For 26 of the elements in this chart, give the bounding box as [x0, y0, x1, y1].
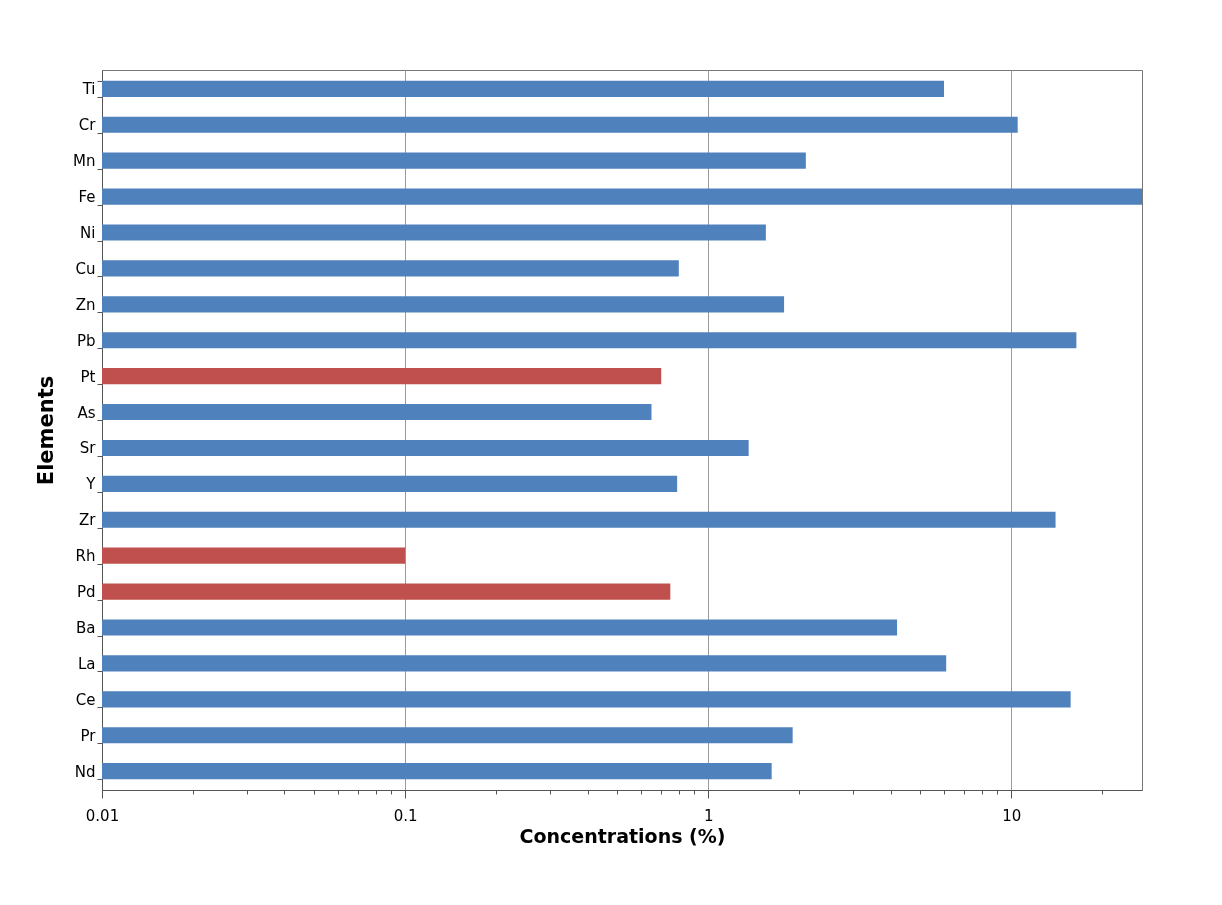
y-tick-label: Ba	[76, 619, 96, 638]
y-tick-label: Zr	[79, 511, 97, 530]
y-tick-label: Zn	[75, 295, 96, 314]
y-tick-label: Rh	[75, 547, 96, 566]
x-axis-title: Concentrations (%)	[519, 824, 726, 847]
x-tick-label: 1	[703, 806, 714, 825]
y-tick-label: Ti	[81, 80, 96, 99]
y-tick-label: Pr	[80, 726, 97, 745]
y-tick-label: Pt	[80, 367, 96, 386]
y-tick-label: Mn	[73, 152, 96, 171]
y-tick-label: Pb	[76, 331, 96, 350]
y-tick-label: Cr	[78, 116, 97, 135]
y-tick-label: Y	[85, 475, 97, 494]
y-tick-label: Fe	[78, 188, 96, 207]
y-tick-label: La	[77, 654, 96, 673]
y-tick-label: Ce	[75, 690, 96, 709]
y-tick-label: Cu	[75, 259, 96, 278]
y-tick-label: Ni	[80, 223, 96, 242]
y-axis-title: Elements	[34, 375, 59, 486]
x-tick-label: 0.1	[393, 806, 418, 825]
y-tick-label: As	[77, 403, 96, 422]
x-tick-label: 10	[1002, 806, 1022, 825]
x-tick-label: 0.01	[85, 806, 120, 825]
y-tick-label: Sr	[79, 439, 97, 458]
y-tick-label: Pd	[76, 583, 96, 602]
y-tick-label: Nd	[74, 762, 96, 781]
